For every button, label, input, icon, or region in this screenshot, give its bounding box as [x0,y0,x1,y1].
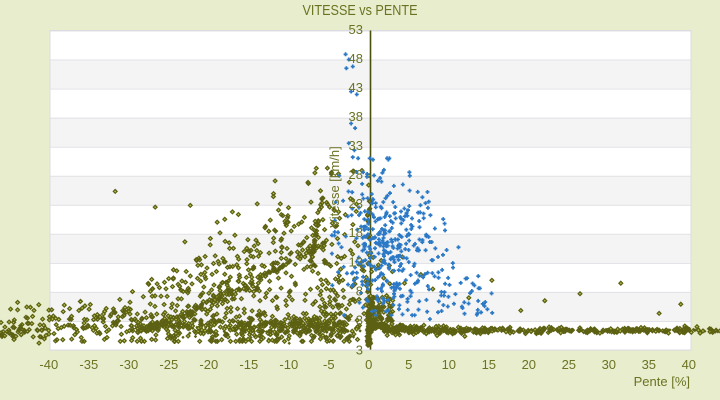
svg-text:23: 23 [349,196,363,211]
svg-text:53: 53 [349,22,363,37]
svg-text:-40: -40 [39,357,58,372]
svg-text:33: 33 [349,138,363,153]
svg-text:-30: -30 [119,357,138,372]
svg-text:40: 40 [682,357,696,372]
svg-text:30: 30 [602,357,616,372]
svg-text:-35: -35 [79,357,98,372]
svg-text:13: 13 [349,254,363,269]
svg-text:48: 48 [349,51,363,66]
svg-text:5: 5 [405,357,412,372]
svg-text:-10: -10 [279,357,298,372]
svg-text:VITESSE vs PENTE: VITESSE vs PENTE [303,2,418,19]
svg-text:15: 15 [482,357,496,372]
svg-text:-15: -15 [239,357,258,372]
svg-text:25: 25 [562,357,576,372]
svg-text:43: 43 [349,80,363,95]
svg-text:3: 3 [356,343,363,358]
svg-text:18: 18 [349,225,363,240]
svg-text:38: 38 [349,109,363,124]
svg-text:3: 3 [356,312,363,327]
svg-text:28: 28 [349,167,363,182]
svg-text:0: 0 [365,357,372,372]
svg-text:-20: -20 [199,357,218,372]
svg-text:-5: -5 [323,357,335,372]
svg-text:8: 8 [356,283,363,298]
svg-text:20: 20 [522,357,536,372]
svg-text:10: 10 [442,357,456,372]
svg-text:Pente [%]: Pente [%] [634,374,690,389]
svg-text:35: 35 [642,357,656,372]
svg-text:-25: -25 [159,357,178,372]
svg-text:Vitesse [km/h]: Vitesse [km/h] [327,146,342,227]
